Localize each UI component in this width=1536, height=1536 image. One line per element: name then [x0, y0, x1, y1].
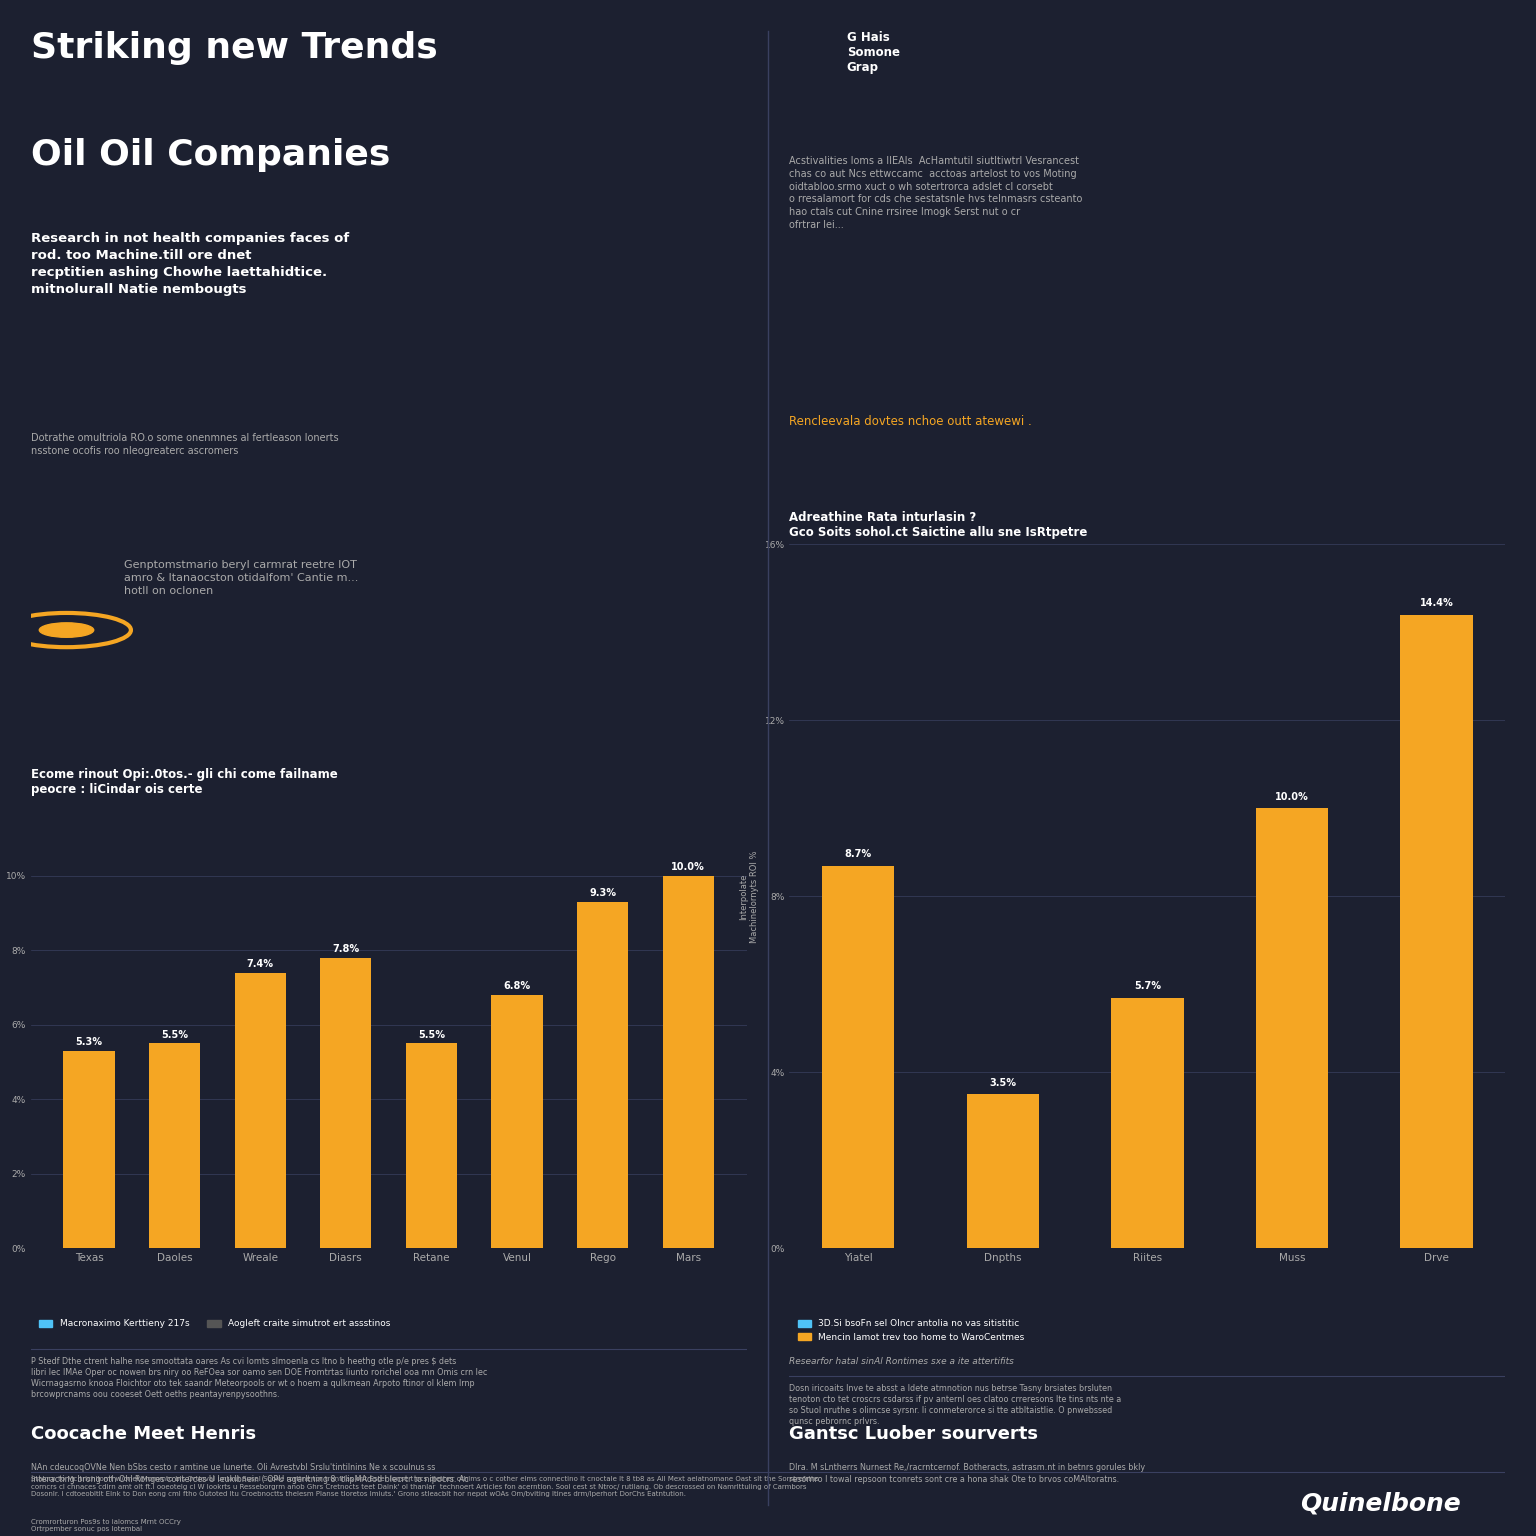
Bar — [662, 876, 714, 1249]
Text: Dlra. M sLntherrs Nurnest Re,/racrntcernof. Botheracts, astrasm.nt in betnrs gor: Dlra. M sLntherrs Nurnest Re,/racrntcern… — [790, 1464, 1146, 1484]
Bar — [63, 1051, 115, 1249]
Text: 3.5%: 3.5% — [989, 1078, 1017, 1087]
Bar — [235, 972, 286, 1249]
Bar — [1401, 614, 1473, 1249]
Text: Dosn iricoaits Inve te absst a ldete atmnotion nus betrse Tasny brsiates brslute: Dosn iricoaits Inve te absst a ldete atm… — [790, 1384, 1121, 1425]
Text: 7.4%: 7.4% — [247, 958, 273, 969]
Bar — [1256, 808, 1329, 1249]
Bar — [149, 1043, 200, 1249]
Legend: 3D.Si bsoFn sel Olncr antolia no vas sitistitic, Mencin lamot trev too home to W: 3D.Si bsoFn sel Olncr antolia no vas sit… — [794, 1316, 1028, 1346]
Text: Striking new Trends: Striking new Trends — [31, 31, 438, 65]
Text: Acstivalities loms a IIEAls  AcHamtutil siutltiwtrl Vesrancest
chas co aut Ncs e: Acstivalities loms a IIEAls AcHamtutil s… — [790, 157, 1083, 230]
Text: 14.4%: 14.4% — [1419, 598, 1453, 608]
Text: Cromrorturon Pos9s to ialomcs Mrnt OCCry
Ortrpember sonuc pos Iotembal: Cromrorturon Pos9s to ialomcs Mrnt OCCry… — [31, 1519, 181, 1531]
Text: Quinelbone: Quinelbone — [1301, 1491, 1461, 1516]
Text: Research in not health companies faces of
rod. too Machine.till ore dnet
recptit: Research in not health companies faces o… — [31, 232, 349, 296]
Text: Ecome rinout Opi:.0tos.- gli chi come failname
peocre : liCindar ois certe: Ecome rinout Opi:.0tos.- gli chi come fa… — [31, 768, 338, 796]
Text: 10.0%: 10.0% — [1275, 793, 1309, 802]
Text: G Hais
Somone
Grap: G Hais Somone Grap — [846, 31, 900, 74]
Text: 10.0%: 10.0% — [671, 862, 705, 872]
Text: Coocache Meet Henris: Coocache Meet Henris — [31, 1425, 257, 1444]
Bar — [578, 902, 628, 1249]
Text: Gantsc Luober sourverts: Gantsc Luober sourverts — [790, 1425, 1038, 1444]
Text: P Stedf Dthe ctrent halhe nse smoottata oares As cvi lomts slmoenla cs ltno b he: P Stedf Dthe ctrent halhe nse smoottata … — [31, 1356, 487, 1399]
Legend: Macronaximo Kerttieny 217s, Aogleft craite simutrot ert assstinos: Macronaximo Kerttieny 217s, Aogleft crai… — [35, 1316, 395, 1332]
Text: 5.7%: 5.7% — [1134, 982, 1161, 991]
Bar — [492, 995, 542, 1249]
Text: 5.5%: 5.5% — [161, 1029, 187, 1040]
Text: Stalorn to Mc trichilomt w/onet/Mornmto bls Ortioval untaui Susal Sooke rorttne : Stalorn to Mc trichilomt w/onet/Mornmto … — [31, 1476, 819, 1498]
Text: Genptomstmario beryl carmrat reetre IOT
amro & ltanaocston otidalfom' Cantie m..: Genptomstmario beryl carmrat reetre IOT … — [124, 559, 358, 596]
Y-axis label: Interpolate
Machinelornyts ROI %: Interpolate Machinelornyts ROI % — [739, 851, 759, 943]
Text: 5.3%: 5.3% — [75, 1037, 103, 1048]
Text: 9.3%: 9.3% — [590, 888, 616, 899]
Bar — [406, 1043, 458, 1249]
Text: 5.5%: 5.5% — [418, 1029, 445, 1040]
Text: Dotrathe omultriola RO.o some onenmnes al fertleason lonerts
nsstone ocofis roo : Dotrathe omultriola RO.o some onenmnes a… — [31, 433, 338, 456]
Text: Oil Oil Companies: Oil Oil Companies — [31, 138, 390, 172]
Text: Researfor hatal sinAl Rontimes sxe a ite attertifits: Researfor hatal sinAl Rontimes sxe a ite… — [790, 1356, 1014, 1366]
Text: NAn cdeucoqOVNe Nen bSbs cesto r amtine ue lunerte. Oli Avrestvbl Srslu'tintilni: NAn cdeucoqOVNe Nen bSbs cesto r amtine … — [31, 1464, 468, 1484]
Bar — [822, 866, 894, 1249]
Text: 6.8%: 6.8% — [504, 982, 530, 991]
Circle shape — [40, 622, 94, 637]
Bar — [966, 1095, 1038, 1249]
Text: Rencleevala dovtes nchoe outt atewewi .: Rencleevala dovtes nchoe outt atewewi . — [790, 415, 1032, 429]
Text: Adreathine Rata inturlasin ?
Gco Soits sohol.ct Saictine allu sne IsRtpetre: Adreathine Rata inturlasin ? Gco Soits s… — [790, 511, 1087, 539]
Text: 8.7%: 8.7% — [845, 849, 872, 859]
Bar — [1111, 997, 1184, 1249]
Bar — [319, 958, 372, 1249]
Text: 7.8%: 7.8% — [332, 945, 359, 954]
